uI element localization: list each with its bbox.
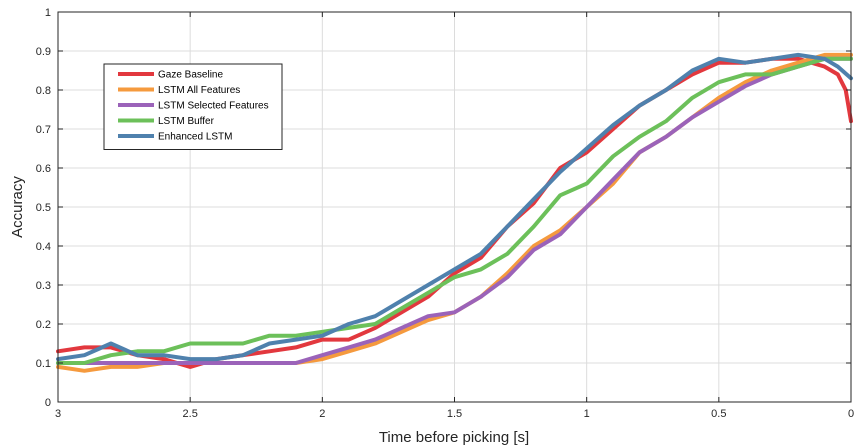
x-tick-labels: 3 2.5 2 1.5 1 0.5 0 bbox=[55, 408, 854, 420]
series-line-lstm-selected-features bbox=[56, 56, 853, 365]
y-tick-label: 0 bbox=[45, 397, 51, 409]
legend-label: LSTM All Features bbox=[158, 85, 240, 96]
x-tick-label: 1.5 bbox=[447, 408, 462, 420]
series-line-lstm-buffer bbox=[56, 56, 853, 365]
series-lines bbox=[56, 52, 853, 373]
x-tick-label: 2 bbox=[319, 408, 325, 420]
y-tick-label: 0.5 bbox=[36, 202, 51, 214]
y-tick-label: 0.4 bbox=[36, 241, 51, 253]
x-tick-label: 0.5 bbox=[711, 408, 726, 420]
x-tick-label: 0 bbox=[848, 408, 854, 420]
legend-label: Gaze Baseline bbox=[158, 70, 223, 81]
legend-label: Enhanced LSTM bbox=[158, 132, 233, 143]
legend-label: LSTM Buffer bbox=[158, 116, 215, 127]
tick-marks bbox=[57, 11, 852, 403]
y-tick-label: 0.9 bbox=[36, 46, 51, 58]
y-tick-label: 0.6 bbox=[36, 163, 51, 175]
x-axis-title: Time before picking [s] bbox=[379, 429, 529, 446]
y-tick-label: 1 bbox=[45, 7, 51, 19]
y-tick-labels: 0 0.1 0.2 0.3 0.4 0.5 0.6 0.7 0.8 0.9 1 bbox=[36, 7, 51, 409]
legend-label: LSTM Selected Features bbox=[158, 101, 269, 112]
y-tick-label: 0.2 bbox=[36, 319, 51, 331]
y-tick-label: 0.1 bbox=[36, 358, 51, 370]
y-tick-label: 0.8 bbox=[36, 85, 51, 97]
y-tick-label: 0.3 bbox=[36, 280, 51, 292]
x-tick-label: 3 bbox=[55, 408, 61, 420]
x-tick-label: 1 bbox=[584, 408, 590, 420]
series-line-enhanced-lstm bbox=[56, 52, 853, 362]
legend: Gaze Baseline LSTM All Features LSTM Selec… bbox=[103, 63, 283, 150]
y-axis-title: Accuracy bbox=[9, 176, 26, 238]
x-tick-label: 2.5 bbox=[183, 408, 198, 420]
y-tick-label: 0.7 bbox=[36, 124, 51, 136]
